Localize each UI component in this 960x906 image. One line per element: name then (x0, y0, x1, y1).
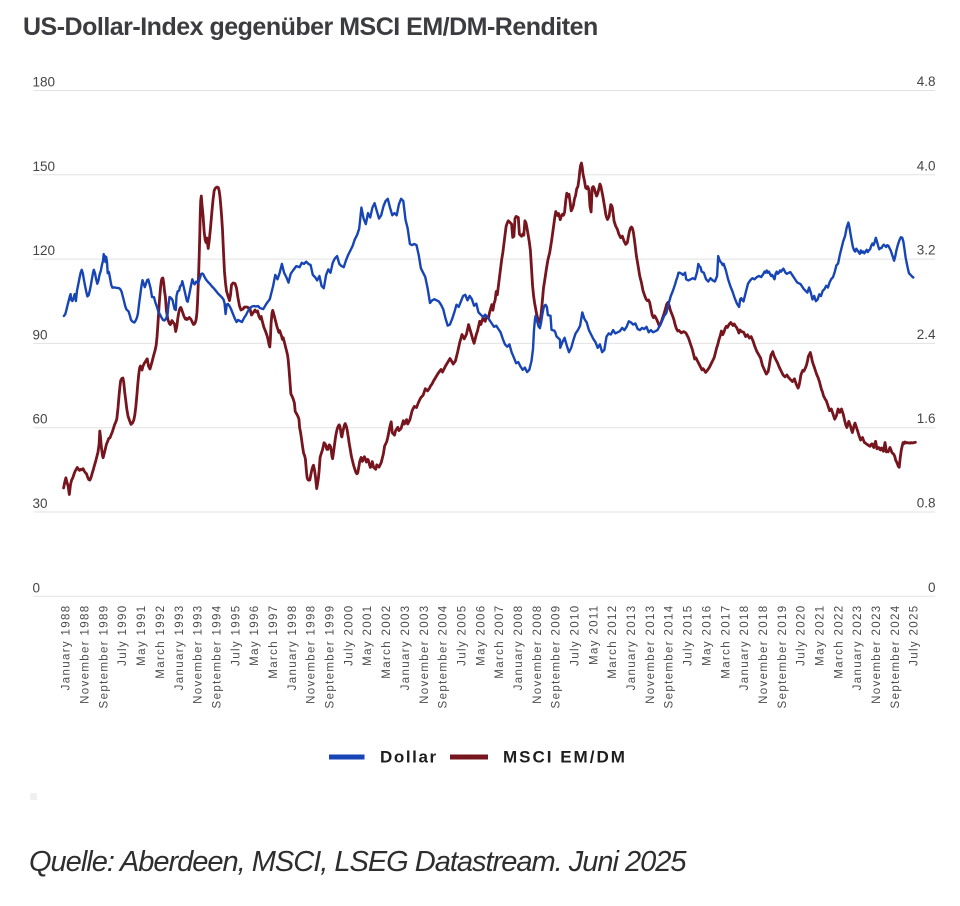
svg-text:September 1999: September 1999 (325, 605, 337, 709)
svg-text:November 1988: November 1988 (80, 605, 92, 704)
svg-text:March 1992: March 1992 (155, 605, 167, 679)
svg-text:January 2013: January 2013 (626, 605, 638, 691)
svg-text:January 2008: January 2008 (513, 605, 525, 691)
svg-text:May 2016: May 2016 (701, 605, 713, 666)
svg-text:2.4: 2.4 (917, 327, 936, 342)
svg-text:September 1989: September 1989 (98, 605, 110, 709)
svg-text:March 2017: March 2017 (720, 605, 732, 679)
svg-text:November 1998: November 1998 (306, 605, 318, 704)
svg-text:March 2012: March 2012 (607, 605, 619, 679)
svg-text:May 1996: May 1996 (249, 605, 261, 666)
svg-text:4.8: 4.8 (917, 74, 936, 89)
svg-text:November 2003: November 2003 (419, 605, 431, 704)
svg-text:1.6: 1.6 (917, 411, 936, 426)
svg-text:January 2003: January 2003 (400, 605, 412, 691)
svg-text:MSCI EM/DM: MSCI EM/DM (503, 748, 627, 767)
svg-text:November 2008: November 2008 (532, 605, 544, 704)
svg-text:150: 150 (33, 159, 56, 174)
svg-text:0: 0 (928, 580, 936, 595)
svg-text:60: 60 (33, 412, 48, 427)
svg-text:January 2023: January 2023 (852, 605, 864, 691)
svg-text:September 1994: September 1994 (212, 605, 224, 709)
svg-text:0: 0 (33, 580, 41, 595)
svg-text:September 2024: September 2024 (890, 605, 902, 709)
svg-text:90: 90 (33, 327, 48, 342)
svg-text:March 1997: March 1997 (268, 605, 280, 679)
svg-text:November 2018: November 2018 (758, 605, 770, 704)
svg-text:January 1988: January 1988 (61, 605, 73, 691)
svg-text:March 2002: March 2002 (381, 605, 393, 679)
svg-text:0.8: 0.8 (917, 496, 936, 511)
svg-text:January 1993: January 1993 (174, 605, 186, 691)
svg-text:July 2020: July 2020 (796, 605, 808, 666)
svg-text:May 2021: May 2021 (815, 605, 827, 666)
svg-text:30: 30 (33, 496, 48, 511)
svg-text:May 1991: May 1991 (136, 605, 148, 666)
svg-text:September 2004: September 2004 (438, 605, 450, 709)
svg-text:120: 120 (33, 243, 56, 258)
svg-text:July 2005: July 2005 (456, 605, 468, 666)
svg-text:July 1990: July 1990 (117, 605, 129, 666)
svg-text:July 2000: July 2000 (343, 605, 355, 666)
svg-text:3.2: 3.2 (917, 243, 936, 258)
svg-text:September 2014: September 2014 (664, 605, 676, 709)
svg-text:September 2009: September 2009 (551, 605, 563, 709)
svg-text:January 2018: January 2018 (739, 605, 751, 691)
svg-text:July 2025: July 2025 (909, 605, 921, 666)
svg-text:Dollar: Dollar (380, 748, 438, 767)
svg-text:July 2015: July 2015 (683, 605, 695, 666)
svg-text:January 1998: January 1998 (287, 605, 299, 691)
svg-text:May 2011: May 2011 (588, 605, 600, 665)
svg-text:May 2006: May 2006 (475, 605, 487, 666)
svg-text:March 2022: March 2022 (833, 605, 845, 679)
svg-text:September 2019: September 2019 (777, 605, 789, 709)
svg-text:November 2023: November 2023 (871, 605, 883, 704)
svg-text:November 1993: November 1993 (193, 605, 205, 704)
svg-text:March 2007: March 2007 (494, 605, 506, 679)
svg-text:November 2013: November 2013 (645, 605, 657, 704)
svg-text:July 2010: July 2010 (570, 605, 582, 666)
svg-text:July 1995: July 1995 (230, 605, 242, 666)
svg-text:May 2001: May 2001 (362, 605, 374, 666)
svg-text:180: 180 (33, 75, 56, 90)
svg-text:4.0: 4.0 (917, 158, 936, 173)
